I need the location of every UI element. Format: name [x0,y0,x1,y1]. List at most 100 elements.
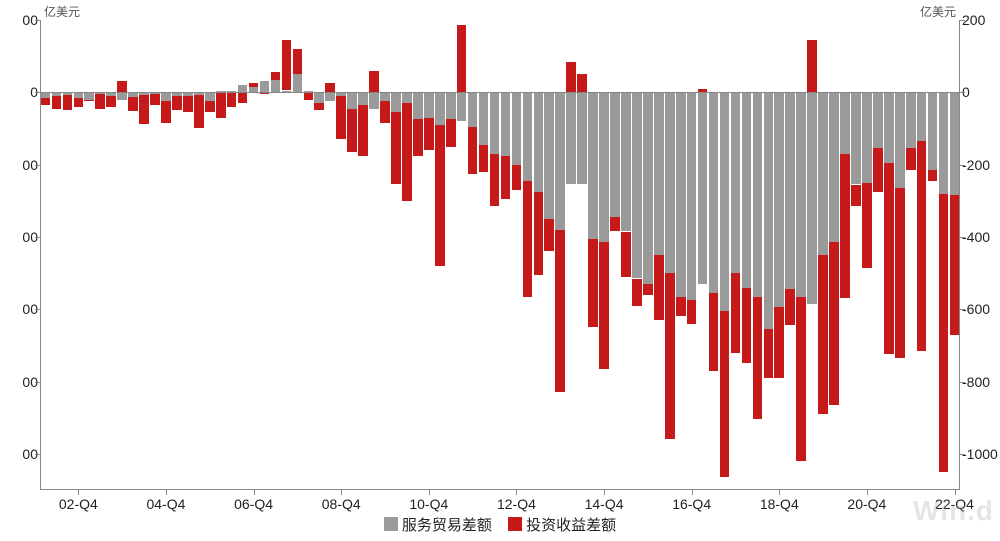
bar-svc [205,92,215,101]
bar-group [774,20,784,490]
chart-container: 亿美元 亿美元 002000000-20000-40000-60000-8000… [0,0,1000,541]
bar-group [52,20,62,490]
bar-group [643,20,653,490]
bar-group [687,20,697,490]
bar-svc [829,92,839,242]
bar-svc [632,92,642,278]
bar-inv [654,255,664,320]
x-tick-label: 08-Q4 [322,496,361,512]
bar-group [523,20,533,490]
bar-svc [260,81,270,92]
bar-group [917,20,927,490]
bar-inv [501,156,511,199]
bar-inv [358,105,368,156]
bar-inv [544,219,554,252]
bar-svc [523,92,533,181]
bar-svc [851,92,861,184]
bar-inv [555,230,565,393]
bar-inv [534,192,544,275]
bar-group [490,20,500,490]
bar-group [851,20,861,490]
bar-inv [829,242,839,405]
bar-inv [446,119,456,146]
bar-inv [150,94,160,105]
bar-svc [840,92,850,153]
x-tick-label: 10-Q4 [409,496,448,512]
bar-group [577,20,587,490]
bar-group [884,20,894,490]
y-axis-unit-right: 亿美元 [920,3,956,20]
bar-svc [534,92,544,191]
bar-group [435,20,445,490]
bar-inv [139,95,149,124]
bar-svc [358,92,368,105]
legend-swatch-inv [508,517,522,531]
bar-inv [402,103,412,201]
bar-svc [479,92,489,144]
bar-svc [698,92,708,284]
x-tick-label: 22-Q4 [935,496,974,512]
bar-inv [687,300,697,324]
bar-inv [84,100,94,102]
bar-group [336,20,346,490]
bar-group [698,20,708,490]
bar-group [271,20,281,490]
x-tick-label: 12-Q4 [497,496,536,512]
bar-group [588,20,598,490]
bar-group [325,20,335,490]
bar-inv [336,96,346,139]
bar-svc [687,92,697,300]
bar-inv [479,145,489,172]
bar-group [216,20,226,490]
bar-group [555,20,565,490]
x-tick-label: 02-Q4 [59,496,98,512]
bar-inv [52,96,62,109]
bar-group [764,20,774,490]
bar-inv [468,127,478,174]
bar-svc [599,92,609,242]
bar-group [840,20,850,490]
bar-group [358,20,368,490]
x-tick-label: 16-Q4 [672,496,711,512]
bar-svc [654,92,664,255]
bar-group [205,20,215,490]
bar-svc [621,92,631,231]
bar-group [665,20,675,490]
bar-inv [884,163,894,355]
bar-svc [796,92,806,296]
bar-inv [74,98,84,107]
bar-svc [577,92,587,184]
bar-inv [106,96,116,107]
bar-svc [446,92,456,119]
x-tick-label: 06-Q4 [234,496,273,512]
bar-group [632,20,642,490]
bar-inv [238,92,248,103]
bar-group [402,20,412,490]
legend-item-svc: 服务贸易差额 [384,514,492,535]
bar-inv [194,95,204,128]
bar-svc [435,92,445,125]
bar-inv [709,293,719,371]
bar-svc [314,92,324,103]
bar-svc [928,92,938,170]
y-tick-right: -200 [962,157,990,173]
bar-group [380,20,390,490]
bar-group [599,20,609,490]
bar-svc [380,92,390,101]
bar-inv [851,185,861,207]
bar-group [314,20,324,490]
bar-group [939,20,949,490]
x-tick-label: 04-Q4 [146,496,185,512]
bar-svc [818,92,828,255]
bar-group [161,20,171,490]
bar-inv [347,109,357,152]
legend-item-inv: 投资收益差额 [508,514,616,535]
y-tick-right: -400 [962,229,990,245]
bar-group [95,20,105,490]
bar-group [249,20,259,490]
bar-svc [325,92,335,101]
bar-inv [512,165,522,190]
x-tick-label: 18-Q4 [760,496,799,512]
bar-svc [676,92,686,296]
bar-group [260,20,270,490]
